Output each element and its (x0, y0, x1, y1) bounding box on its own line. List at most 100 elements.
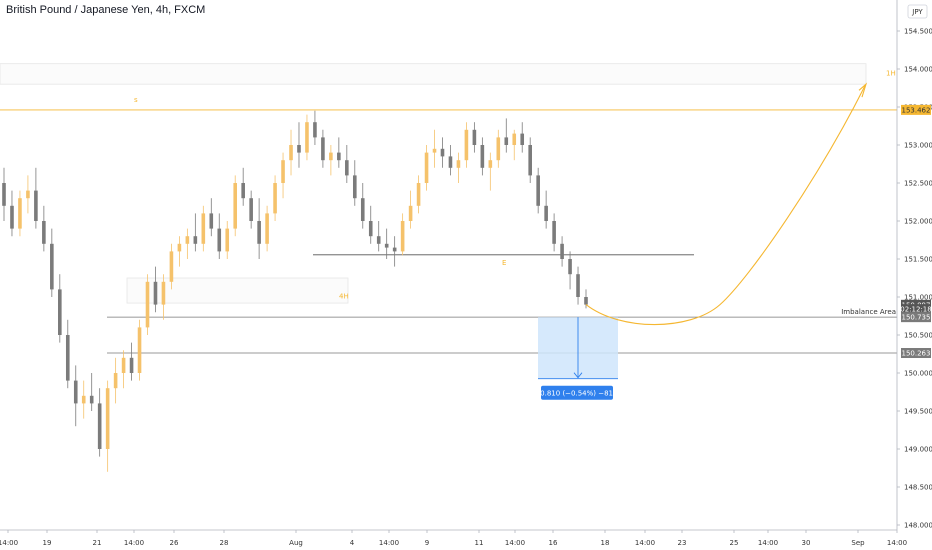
price-tag[interactable]: 150.263 (901, 348, 931, 359)
candle[interactable] (329, 145, 333, 176)
candle[interactable] (289, 129, 293, 176)
candle[interactable] (552, 213, 556, 252)
candle[interactable] (305, 114, 309, 161)
candle[interactable] (400, 213, 405, 256)
candle[interactable] (97, 388, 102, 457)
candle[interactable] (281, 152, 285, 199)
candle[interactable] (528, 137, 532, 183)
price-tag[interactable]: 153.462 (901, 104, 931, 115)
price-tick-label: 151.500 (904, 256, 932, 264)
candle[interactable] (536, 167, 540, 214)
candle[interactable] (352, 160, 357, 206)
candle[interactable] (321, 129, 325, 168)
candle-body (321, 137, 325, 161)
candle-body (34, 190, 38, 221)
candle[interactable] (129, 342, 134, 381)
candle[interactable] (313, 110, 317, 145)
candle[interactable] (560, 236, 564, 267)
candle[interactable] (201, 205, 206, 252)
candle[interactable] (297, 122, 301, 168)
candle[interactable] (81, 380, 86, 419)
time-tick-label: 14:00 (124, 539, 144, 547)
candle[interactable] (512, 129, 517, 161)
candle[interactable] (273, 175, 277, 221)
candle[interactable] (10, 190, 14, 237)
candle[interactable] (249, 190, 253, 229)
candle[interactable] (496, 129, 501, 168)
candle-body (97, 403, 102, 449)
candle[interactable] (145, 274, 150, 335)
time-axis: 14:00 19 21 14:00 26 28 Aug 4 14:00 9 11 14:00 16 18 1… (0, 529, 907, 547)
candle[interactable] (384, 228, 389, 259)
candle[interactable] (520, 122, 525, 153)
candle[interactable] (544, 190, 548, 229)
candle[interactable] (209, 198, 214, 237)
candle[interactable] (432, 129, 437, 168)
price-tag[interactable]: 150.735 (901, 312, 931, 323)
candle[interactable] (121, 350, 126, 389)
candle[interactable] (257, 198, 261, 259)
candle[interactable] (376, 221, 381, 252)
candle[interactable] (337, 137, 341, 168)
candle[interactable] (408, 190, 413, 229)
candle-body (273, 183, 277, 214)
candle[interactable] (456, 152, 461, 183)
candle[interactable] (416, 175, 421, 214)
candle[interactable] (225, 221, 230, 259)
candle[interactable] (177, 236, 182, 267)
candle[interactable] (161, 274, 166, 320)
price-tick-label: 150.000 (904, 370, 932, 378)
candle[interactable] (113, 357, 118, 404)
candle-body (177, 243, 182, 252)
measure-label: −0.810 (−0.54%) −81.0 (534, 390, 619, 398)
candle[interactable] (193, 213, 198, 252)
candle[interactable] (50, 228, 54, 297)
candle[interactable] (217, 213, 222, 259)
currency-badge[interactable]: JPY (907, 4, 928, 19)
candle[interactable] (18, 190, 22, 237)
candle[interactable] (73, 365, 78, 427)
candle[interactable] (153, 266, 158, 313)
candle[interactable] (58, 274, 62, 343)
four-hour-zone[interactable] (126, 277, 349, 304)
candle[interactable] (488, 152, 493, 191)
candle[interactable] (464, 122, 469, 168)
price-tag-label: 153.462 (902, 106, 931, 114)
candle[interactable] (185, 228, 190, 259)
supply-zone[interactable] (0, 63, 867, 85)
candle[interactable] (472, 122, 477, 153)
candle[interactable] (424, 145, 429, 191)
candle[interactable] (26, 175, 30, 214)
price-tag[interactable]: 02:12:18 (900, 304, 932, 315)
candle[interactable] (360, 183, 365, 229)
candle[interactable] (568, 251, 572, 290)
projection-curve[interactable] (585, 85, 866, 325)
candle[interactable] (392, 236, 397, 267)
candle[interactable] (440, 137, 445, 168)
candle[interactable] (2, 167, 6, 221)
candle[interactable] (576, 266, 580, 305)
candle-body (217, 228, 222, 252)
candle[interactable] (448, 145, 453, 176)
candle[interactable] (241, 167, 245, 206)
candle[interactable] (480, 137, 485, 176)
candle[interactable] (105, 380, 110, 472)
candle[interactable] (89, 373, 94, 411)
candle[interactable] (504, 118, 509, 153)
time-tick-label: 14:00 (758, 539, 778, 547)
candle[interactable] (345, 145, 349, 183)
candle[interactable] (42, 205, 46, 252)
candle-body (472, 129, 477, 145)
candle[interactable] (368, 205, 373, 244)
measure-label-box (541, 385, 613, 400)
candle[interactable] (34, 167, 38, 229)
candle[interactable] (137, 319, 142, 381)
time-tick-label: 14:00 (635, 539, 655, 547)
candle[interactable] (169, 243, 174, 290)
candle[interactable] (265, 205, 269, 252)
candle-body (496, 137, 501, 161)
candle[interactable] (65, 319, 70, 389)
candle[interactable] (233, 175, 238, 237)
price-tick-label: 148.500 (904, 484, 932, 492)
